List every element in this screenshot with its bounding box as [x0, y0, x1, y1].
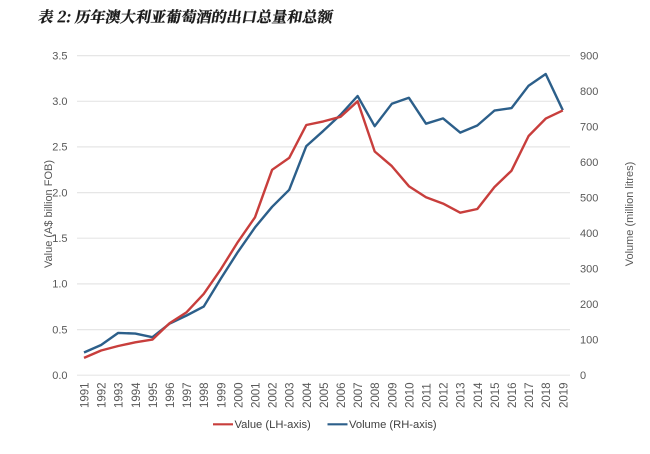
svg-text:2015: 2015	[490, 382, 502, 408]
svg-text:2004: 2004	[302, 382, 314, 408]
svg-text:2012: 2012	[439, 382, 451, 408]
svg-text:2.0: 2.0	[52, 187, 67, 199]
svg-text:0.5: 0.5	[52, 324, 67, 336]
svg-text:1991: 1991	[80, 382, 92, 408]
svg-text:1997: 1997	[182, 382, 194, 408]
svg-text:2010: 2010	[404, 382, 416, 408]
svg-text:2016: 2016	[507, 382, 519, 408]
svg-text:2014: 2014	[473, 382, 485, 408]
svg-text:1999: 1999	[216, 382, 228, 408]
svg-text:200: 200	[580, 299, 598, 311]
svg-text:1993: 1993	[114, 382, 126, 408]
svg-text:2011: 2011	[422, 383, 434, 408]
svg-text:1.5: 1.5	[52, 233, 67, 245]
svg-text:2001: 2001	[251, 382, 263, 408]
svg-text:2002: 2002	[268, 382, 280, 408]
svg-text:3.0: 3.0	[52, 96, 67, 108]
svg-text:700: 700	[580, 121, 598, 133]
svg-text:2000: 2000	[233, 382, 245, 408]
svg-text:1996: 1996	[165, 382, 177, 408]
svg-text:2003: 2003	[285, 382, 297, 408]
svg-text:2006: 2006	[336, 382, 348, 408]
svg-text:Value (A$ billion FOB): Value (A$ billion FOB)	[43, 160, 55, 268]
svg-text:3.5: 3.5	[52, 50, 67, 62]
svg-text:2017: 2017	[524, 382, 536, 408]
svg-text:2007: 2007	[353, 382, 365, 408]
svg-text:2008: 2008	[370, 382, 382, 408]
svg-text:1992: 1992	[97, 382, 109, 408]
svg-text:900: 900	[580, 50, 598, 62]
svg-text:2.5: 2.5	[52, 142, 67, 154]
svg-text:0.0: 0.0	[52, 370, 67, 382]
svg-text:1994: 1994	[131, 382, 143, 408]
svg-text:2009: 2009	[387, 382, 399, 408]
svg-text:2018: 2018	[541, 382, 553, 408]
svg-text:Volume (RH-axis): Volume (RH-axis)	[349, 419, 437, 431]
svg-text:500: 500	[580, 192, 598, 204]
svg-text:600: 600	[580, 157, 598, 169]
svg-text:Volume (million litres): Volume (million litres)	[624, 162, 636, 267]
svg-text:2019: 2019	[558, 382, 570, 408]
svg-text:400: 400	[580, 228, 598, 240]
svg-text:1998: 1998	[199, 382, 211, 408]
svg-text:2005: 2005	[319, 382, 331, 408]
svg-text:100: 100	[580, 335, 598, 347]
svg-text:0: 0	[580, 370, 586, 382]
svg-text:800: 800	[580, 86, 598, 98]
svg-text:Value (LH-axis): Value (LH-axis)	[235, 419, 312, 431]
svg-text:1.0: 1.0	[52, 279, 67, 291]
svg-text:2013: 2013	[456, 382, 468, 408]
svg-text:300: 300	[580, 263, 598, 275]
svg-text:1995: 1995	[148, 382, 160, 408]
